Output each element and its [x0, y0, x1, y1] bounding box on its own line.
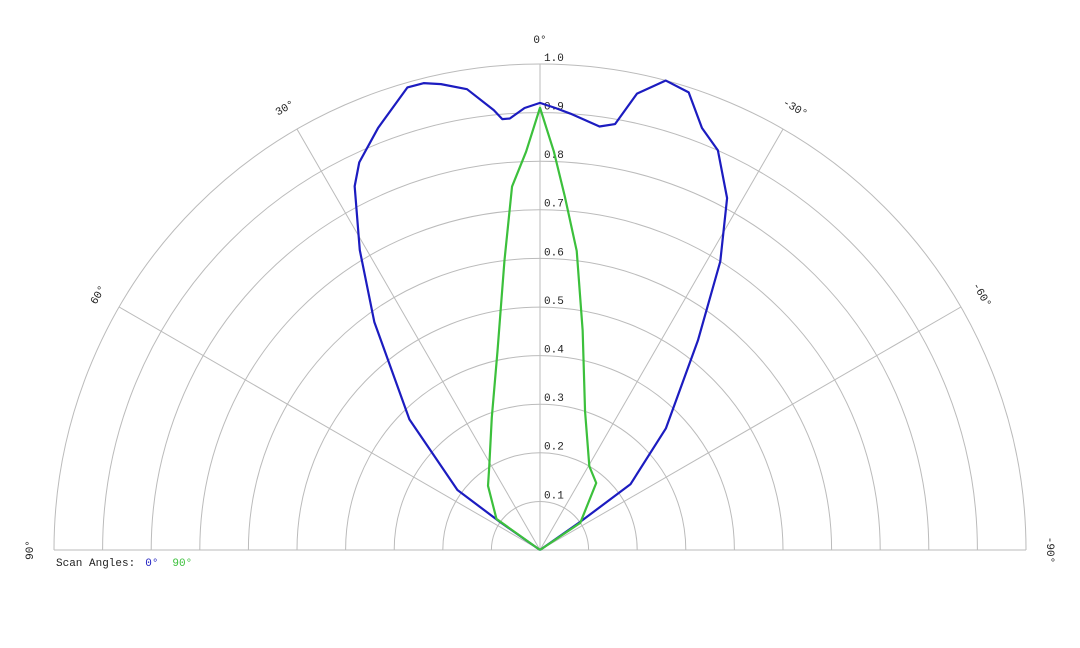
angle-label: 60° — [89, 284, 109, 307]
angle-label: -90° — [1043, 537, 1055, 563]
angle-label: -30° — [780, 97, 809, 121]
legend-entry: 90° — [172, 558, 192, 570]
series-line — [353, 79, 729, 551]
legend-title: Scan Angles: — [56, 558, 135, 570]
r-tick-label: 0.6 — [544, 247, 564, 259]
r-tick-label: 0.3 — [544, 393, 564, 405]
angle-label: 0° — [533, 35, 546, 47]
spoke — [296, 128, 541, 551]
angle-label: 90° — [25, 540, 37, 560]
r-tick-label: 0.7 — [544, 199, 564, 211]
r-tick-label: 0.2 — [544, 442, 564, 454]
spoke — [539, 128, 784, 551]
r-tick-label: 0.1 — [544, 490, 564, 502]
r-tick-label: 0.5 — [544, 296, 564, 308]
angle-label: 30° — [274, 99, 297, 119]
spoke — [118, 306, 541, 551]
series-line — [486, 106, 598, 551]
angle-label: -60° — [969, 281, 993, 310]
legend-entry: 0° — [145, 558, 158, 570]
r-tick-label: 1.0 — [544, 53, 564, 65]
spoke — [539, 306, 962, 551]
r-tick-label: 0.4 — [544, 345, 564, 357]
